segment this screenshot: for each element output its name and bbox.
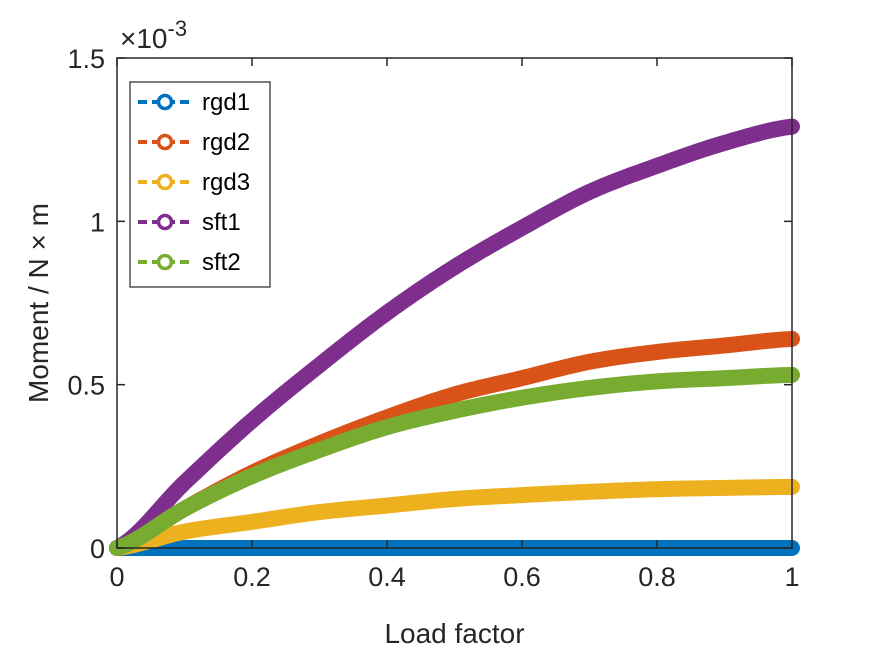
legend-item-rgd1: rgd1: [138, 89, 250, 116]
y-axis-exponent-power: -3: [168, 16, 188, 41]
y-tick-label: 0: [90, 534, 105, 564]
legend-marker: [156, 173, 174, 191]
legend-item-sft2: sft2: [138, 249, 241, 276]
legend-item-rgd2: rgd2: [138, 129, 250, 156]
legend-item-rgd3: rgd3: [138, 169, 250, 196]
x-tick-label: 0.4: [368, 562, 406, 592]
legend-label: rgd3: [202, 169, 250, 196]
y-tick-label: 1: [90, 207, 105, 237]
legend-label: rgd2: [202, 129, 250, 156]
legend-item-sft1: sft1: [138, 209, 241, 236]
y-axis-exponent-base: ×10: [120, 23, 168, 54]
legend-box: [129, 81, 271, 288]
x-tick-label: 0: [109, 562, 124, 592]
legend: rgd1 rgd2 rgd3 sft1 sft2: [129, 81, 271, 288]
legend-marker: [156, 133, 174, 151]
series-line-sft1: [109, 118, 800, 556]
y-axis-label: Moment / N × m: [23, 203, 54, 403]
x-tick-label: 0.6: [503, 562, 541, 592]
series-line-sft2: [109, 366, 800, 556]
legend-label: sft1: [202, 209, 241, 236]
legend-label: rgd1: [202, 89, 250, 116]
ticks-layer: 0 0.2 0.4 0.6 0.8 1 0 0.5 1 1.5: [67, 44, 799, 592]
legend-marker: [156, 213, 174, 231]
series-line-rgd3: [109, 478, 800, 556]
y-axis-exponent: ×10-3: [120, 16, 187, 54]
x-tick-label: 0.2: [233, 562, 271, 592]
x-tick-label: 1: [784, 562, 799, 592]
legend-label: sft2: [202, 249, 241, 276]
legend-marker: [156, 93, 174, 111]
legend-marker: [156, 253, 174, 271]
y-tick-label: 0.5: [67, 371, 105, 401]
x-axis-label: Load factor: [384, 618, 524, 649]
x-tick-label: 0.8: [638, 562, 676, 592]
plot-frame: [116, 57, 793, 549]
y-tick-label: 1.5: [67, 44, 105, 74]
